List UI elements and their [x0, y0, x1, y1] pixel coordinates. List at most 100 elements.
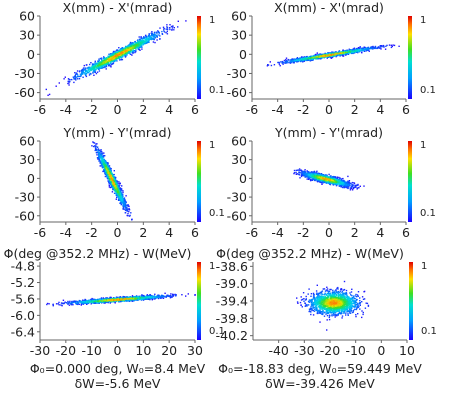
particle-point: [118, 193, 120, 195]
particle-point: [119, 193, 122, 195]
particle-point: [74, 75, 76, 78]
particle-point: [318, 56, 321, 58]
particle-point: [115, 58, 117, 61]
particle-point: [152, 34, 154, 36]
y-tick-label: -30: [15, 190, 35, 205]
particle-point: [118, 52, 120, 54]
particle-point: [107, 168, 110, 171]
particle-point: [116, 196, 118, 199]
particle-point: [75, 73, 77, 76]
particle-point: [119, 198, 121, 201]
particle-point: [302, 58, 304, 60]
particle-point: [86, 67, 88, 69]
particle-point: [329, 54, 331, 57]
particle-point: [90, 68, 93, 70]
particle-point: [292, 59, 295, 62]
particle-point: [104, 164, 107, 166]
particle-point: [301, 174, 304, 177]
particle-point: [302, 174, 305, 177]
particle-point: [103, 170, 106, 173]
particle-point: [98, 151, 100, 153]
particle-point: [126, 204, 128, 206]
particle-point: [84, 72, 86, 74]
particle-point: [89, 73, 91, 75]
particle-point: [147, 34, 150, 37]
particle-point: [97, 64, 100, 66]
particle-point: [82, 70, 84, 72]
particle-point: [97, 158, 99, 160]
particle-point: [148, 41, 150, 43]
particle-point: [105, 166, 107, 168]
particle-point: [336, 54, 338, 57]
particle-point: [104, 159, 106, 162]
particle-point: [96, 65, 99, 67]
particle-point: [345, 50, 347, 52]
particle-point: [365, 48, 367, 50]
particle-point: [112, 175, 114, 178]
particle-point: [350, 50, 352, 52]
particle-point: [107, 64, 110, 66]
particle-point: [121, 185, 123, 187]
particle-point: [95, 148, 97, 151]
particle-point: [104, 169, 107, 172]
particle-point: [132, 47, 134, 49]
particle-point: [133, 42, 135, 44]
particle-point: [372, 45, 374, 48]
particle-point: [97, 149, 99, 152]
particle-point: [342, 50, 344, 53]
particle-point: [108, 176, 110, 178]
particle-point: [101, 157, 104, 159]
particle-point: [125, 204, 127, 206]
particle-point: [316, 56, 319, 58]
particle-point: [313, 172, 315, 174]
particle-point: [169, 28, 171, 31]
particle-point: [116, 194, 118, 197]
particle-point: [102, 161, 104, 163]
particle-point: [136, 42, 138, 45]
particle-point: [74, 72, 76, 74]
particle-point: [129, 214, 131, 217]
particle-point: [117, 191, 119, 193]
particle-point: [291, 59, 293, 61]
particle-point: [125, 201, 127, 204]
particle-point: [113, 55, 116, 58]
particle-point: [72, 76, 74, 78]
particle-point: [123, 200, 125, 203]
particle-point: [118, 182, 120, 185]
particle-point: [356, 188, 358, 190]
particle-point: [75, 72, 78, 75]
particle-point: [122, 49, 124, 51]
particle-point: [112, 175, 115, 178]
particle-point: [115, 186, 118, 188]
particle-point: [292, 58, 294, 60]
particle-point: [287, 58, 289, 61]
particle-point: [111, 176, 113, 179]
particle-point: [345, 54, 347, 56]
particle-point: [149, 35, 151, 37]
particle-point: [73, 81, 75, 84]
particle-point: [143, 40, 145, 43]
particle-point: [117, 52, 119, 54]
particle-point: [339, 52, 341, 54]
particle-point: [67, 78, 70, 80]
particle-cloud: [266, 44, 400, 67]
particle-point: [382, 44, 385, 47]
particle-point: [140, 41, 143, 43]
particle-point: [131, 54, 133, 56]
particle-point: [290, 61, 292, 63]
particle-point: [119, 194, 121, 196]
particle-point: [107, 166, 110, 168]
particle-point: [286, 62, 288, 64]
particle-point: [45, 88, 47, 91]
particle-point: [92, 67, 94, 69]
y-tick-label: 30: [19, 152, 35, 167]
particle-point: [363, 46, 365, 48]
particle-point: [351, 184, 354, 187]
particle-point: [111, 191, 114, 193]
particle-point: [95, 72, 98, 75]
y-tick-label: 60: [231, 9, 247, 24]
particle-point: [365, 50, 368, 52]
particle-point: [117, 187, 119, 190]
particle-point: [318, 55, 320, 57]
particle-point: [101, 153, 103, 155]
